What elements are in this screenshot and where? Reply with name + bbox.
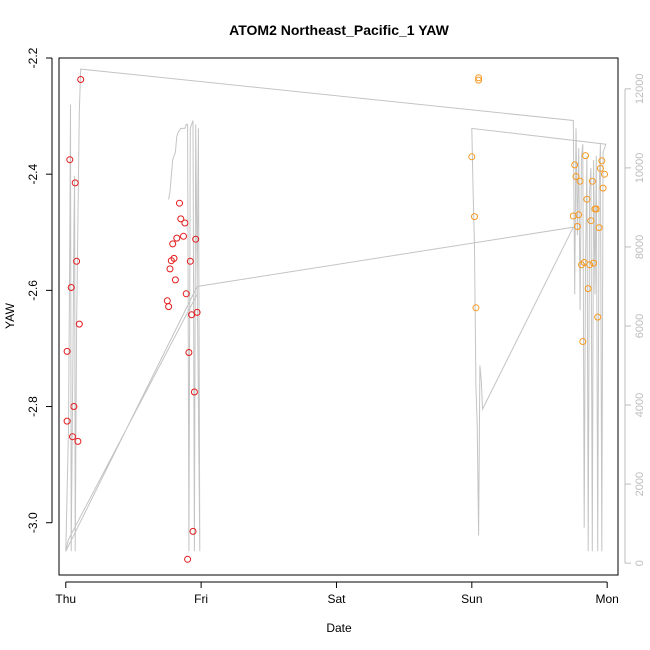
orange-data-point [579, 338, 587, 345]
red-data-point [169, 240, 177, 248]
red-data-point [176, 199, 183, 207]
y2-tick-label: 4000 [634, 393, 646, 417]
orange-data-point [595, 224, 603, 232]
red-data-point [63, 347, 71, 355]
orange-data-point [594, 313, 602, 321]
red-data-point [190, 388, 198, 396]
x-tick-label: Sun [461, 592, 482, 606]
plot-layer: -3.0 -2.8 -2.6 -2.4 -2.2 Thu Fri Sat Sun Mon 0 2000… [26, 47, 646, 606]
y-tick-label: -2.4 [26, 164, 40, 185]
red-data-point [163, 297, 171, 305]
red-data-point [70, 403, 78, 410]
red-data-point [181, 219, 189, 227]
red-data-point [184, 555, 192, 563]
orange-data-point [572, 173, 580, 180]
y2-tick-label: 6000 [634, 314, 646, 338]
red-data-point [171, 276, 179, 284]
red-data-point [75, 320, 83, 328]
red-data-point [186, 257, 194, 265]
orange-data-point [599, 184, 607, 192]
orange-data-point [571, 161, 579, 169]
orange-data-point [598, 157, 606, 165]
red-data-point [165, 303, 173, 311]
chart-title: ATOM2 Northeast_Pacific_1 YAW [229, 22, 449, 38]
y-tick-label: -3.0 [26, 512, 40, 533]
orange-data-point [471, 213, 478, 221]
orange-data-point [576, 177, 584, 185]
red-data-point [69, 433, 76, 441]
red-data-point [189, 527, 197, 535]
orange-data-point [583, 195, 591, 203]
y2-tick-label: 12000 [634, 74, 646, 105]
orange-data-point [592, 205, 600, 213]
red-data-point [74, 437, 82, 445]
red-data-point [177, 215, 185, 223]
red-data-point [63, 417, 71, 425]
red-data-point [182, 290, 190, 298]
gray-series-line [65, 68, 607, 552]
orange-data-point [472, 304, 480, 312]
y2-tick-label: 2000 [634, 472, 646, 496]
orange-data-point [573, 223, 581, 230]
y2-tick-label: 0 [634, 560, 646, 566]
x-axis-label: Date [326, 621, 352, 635]
orange-data-point [468, 153, 476, 161]
red-data-point [66, 156, 74, 164]
red-data-point [173, 234, 181, 242]
red-data-point [185, 349, 193, 356]
y-tick-label: -2.8 [26, 396, 40, 417]
red-data-point [193, 308, 201, 316]
orange-data-point [586, 261, 594, 269]
y2-tick-label: 8000 [634, 235, 646, 259]
red-data-point [170, 254, 178, 262]
orange-data-point [475, 76, 483, 84]
red-data-point [166, 265, 174, 273]
red-data-point [180, 232, 187, 240]
orange-data-point [601, 170, 608, 178]
y2-tick-label: 10000 [634, 153, 646, 184]
x-tick-label: Sat [327, 592, 346, 606]
orange-data-point [584, 285, 592, 293]
orange-data-point [596, 164, 604, 172]
red-data-point [71, 179, 79, 187]
y-axis-label: YAW [3, 302, 17, 329]
orange-data-point [475, 74, 483, 82]
red-data-point [77, 76, 85, 83]
orange-data-point [582, 152, 589, 160]
orange-data-point [575, 211, 583, 219]
plot-frame [58, 57, 619, 576]
red-data-point [73, 257, 81, 265]
x-tick-label: Thu [55, 592, 76, 606]
y-tick-label: -2.6 [26, 280, 40, 301]
y-tick-label: -2.2 [26, 47, 40, 68]
orange-data-point [588, 177, 596, 185]
x-tick-label: Mon [596, 592, 619, 606]
orange-data-point [590, 259, 598, 267]
red-data-point [67, 284, 75, 291]
red-data-point [192, 235, 200, 243]
x-tick-label: Fri [194, 592, 208, 606]
orange-data-point [587, 217, 595, 225]
